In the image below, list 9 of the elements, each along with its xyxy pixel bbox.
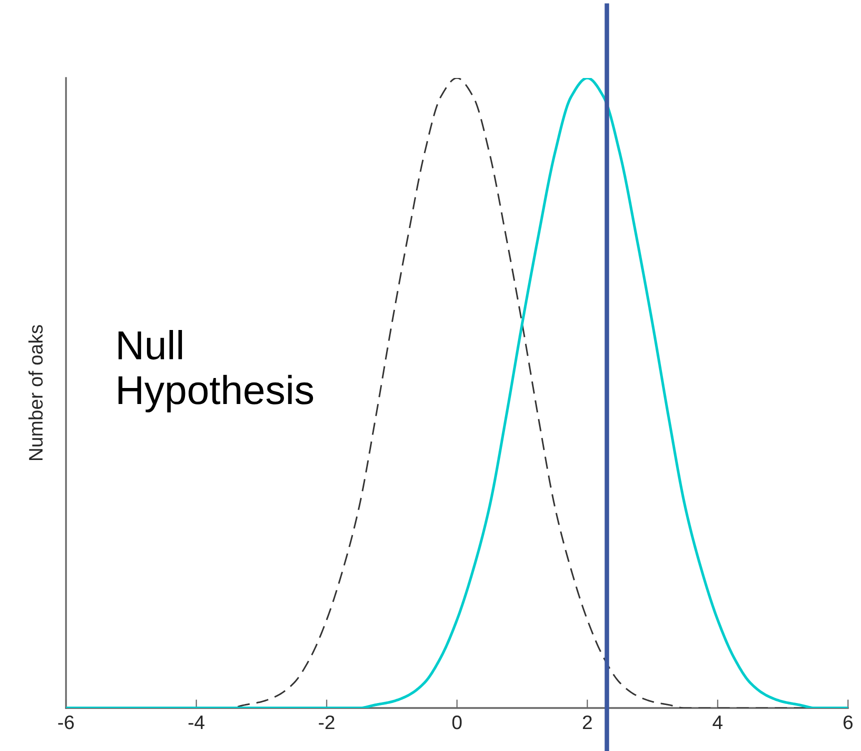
x-tick-label: -4 xyxy=(188,716,204,730)
x-tick-label: 0 xyxy=(452,715,462,730)
x-tick-label: 4 xyxy=(712,716,723,730)
annotation: Null Hypothesis xyxy=(118,330,314,412)
x-tick-label: -6 xyxy=(58,715,74,730)
x-tick-label: -2 xyxy=(318,715,334,730)
x-tick-label: 6 xyxy=(844,715,853,730)
y-axis-title: Number of oaks xyxy=(28,325,43,460)
x-tick-label: 2 xyxy=(582,715,592,730)
